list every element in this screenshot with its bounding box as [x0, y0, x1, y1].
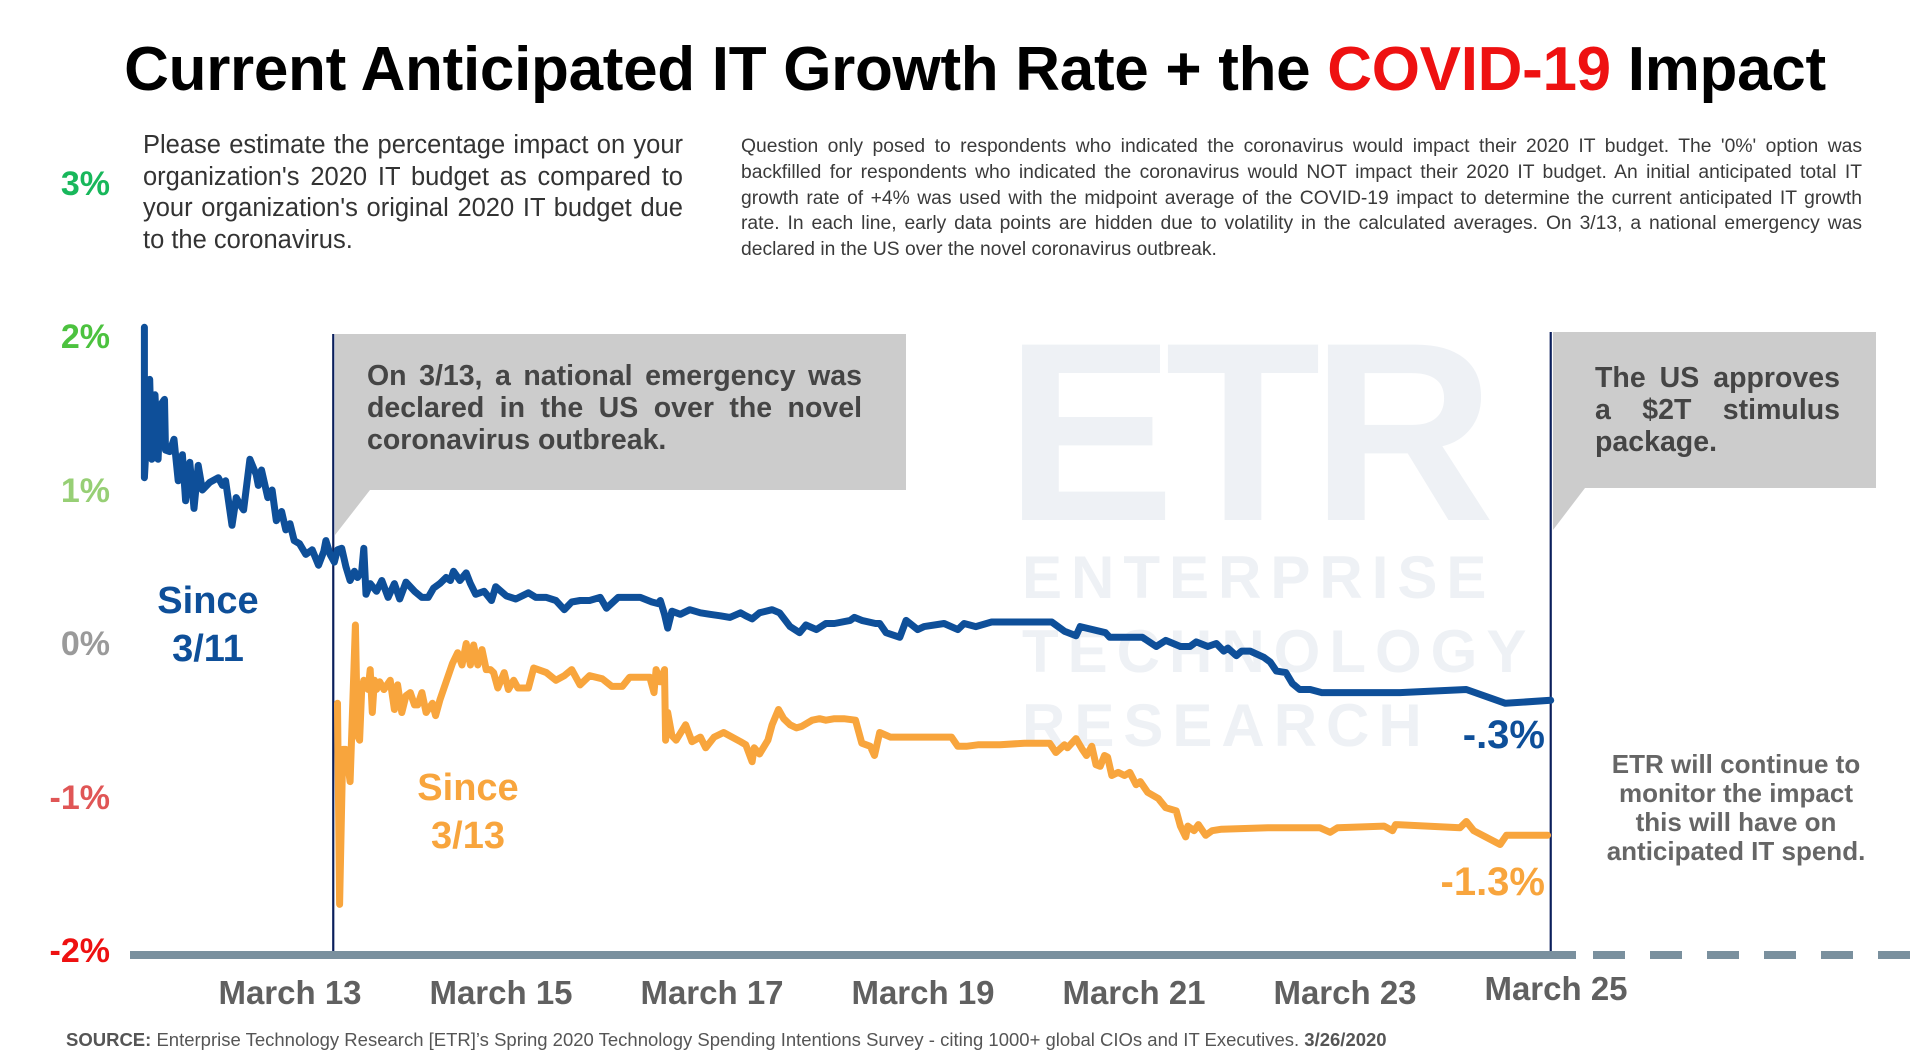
- callout-stimulus-box: [1553, 332, 1876, 530]
- x-tick-label: March 13: [218, 974, 362, 1011]
- legend-since-3-11-line1: Since: [157, 580, 259, 622]
- legend-since-3-11: Since 3/11: [138, 577, 278, 673]
- y-tick-label: 0%: [60, 625, 110, 663]
- x-tick-label: March 25: [1484, 970, 1628, 1007]
- watermark-logo: ETR: [1005, 290, 1490, 575]
- x-tick-label: March 15: [429, 974, 573, 1011]
- event-lines: [332, 332, 1552, 951]
- y-tick-label: 2%: [60, 318, 110, 356]
- callout-emergency-box: [335, 334, 906, 535]
- y-tick-label: -1%: [49, 778, 110, 817]
- series-line-since-3-13: [334, 621, 1552, 908]
- legend-since-3-13-line1: Since: [417, 767, 519, 809]
- source-date: 3/26/2020: [1304, 1029, 1387, 1050]
- survey-question: Please estimate the percentage impact on…: [143, 131, 683, 254]
- y-tick-label: 1%: [60, 471, 110, 510]
- methodology-note: Question only posed to respondents who i…: [741, 136, 1862, 261]
- x-tick-label: March 23: [1273, 974, 1417, 1011]
- callout-emergency-text: On 3/13, a national emergency was declar…: [367, 360, 862, 456]
- y-tick-label: 3%: [60, 164, 110, 203]
- x-tick-label: March 19: [851, 974, 995, 1011]
- source-label: SOURCE:: [66, 1029, 152, 1050]
- watermark-line2: TECHNOLOGY: [1022, 618, 1535, 685]
- source-footnote: SOURCE: Enterprise Technology Research […: [66, 1029, 1387, 1051]
- callout-stimulus-text: The US approves a $2T stimulus package.: [1595, 362, 1840, 458]
- legend-since-3-13-line2: 3/13: [431, 815, 505, 857]
- y-tick-label: -2%: [49, 932, 110, 970]
- end-value-label-blue: -.3%: [1462, 713, 1545, 757]
- end-value-label-orange: -1.3%: [1440, 860, 1546, 904]
- watermark: ETR ENTERPRISE TECHNOLOGY RESEARCH: [1005, 290, 1535, 759]
- title-highlight: COVID-19: [1327, 35, 1611, 104]
- title-prefix: Current Anticipated IT Growth Rate + the: [124, 35, 1328, 104]
- source-text: Enterprise Technology Research [ETR]’s S…: [151, 1029, 1305, 1050]
- legend-since-3-13: Since 3/13: [398, 764, 538, 860]
- series-group: [140, 323, 1555, 908]
- series-line-since-3-11: [140, 323, 1555, 707]
- x-tick-label: March 17: [640, 974, 784, 1011]
- chart-title: Current Anticipated IT Growth Rate + the…: [0, 34, 1920, 105]
- legend-since-3-11-line2: 3/11: [172, 628, 244, 670]
- x-tick-label: March 21: [1062, 974, 1206, 1011]
- title-suffix: Impact: [1610, 35, 1826, 104]
- monitor-note: ETR will continue to monitor the impact …: [1606, 749, 1866, 866]
- watermark-line1: ENTERPRISE: [1022, 544, 1495, 611]
